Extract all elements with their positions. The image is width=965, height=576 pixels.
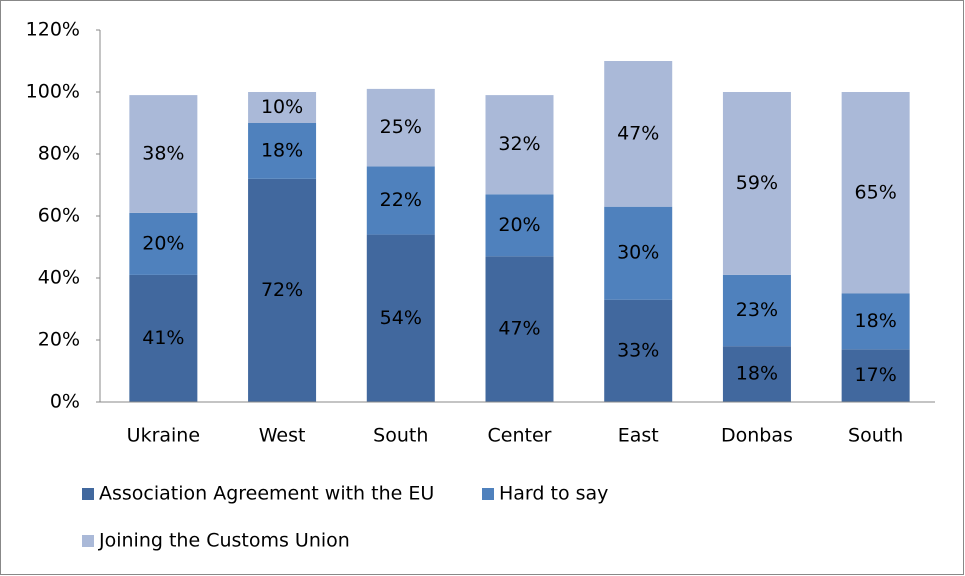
- bar-segment: [366, 166, 435, 235]
- bar-segment: [129, 212, 198, 275]
- legend-swatch: [82, 488, 94, 500]
- x-tick-label: Center: [488, 425, 552, 447]
- bar-segment: [129, 274, 198, 402]
- legend-label: Hard to say: [499, 483, 608, 505]
- data-label: 20%: [142, 232, 184, 254]
- bar-segment: [248, 123, 317, 179]
- data-label: 18%: [261, 139, 303, 161]
- data-label: 20%: [498, 214, 540, 236]
- data-label: 17%: [855, 364, 897, 386]
- bar-segment: [604, 299, 673, 402]
- bar-segment: [604, 206, 673, 300]
- bar-segment: [485, 194, 554, 257]
- y-tick-label: 40%: [38, 267, 80, 289]
- bar-segment: [248, 92, 317, 123]
- bar-segment: [722, 346, 791, 402]
- bar-segment: [841, 92, 910, 294]
- bar-segment: [129, 95, 198, 213]
- data-label: 65%: [855, 181, 897, 203]
- x-tick-label: East: [618, 425, 659, 447]
- bar-segment: [722, 92, 791, 275]
- data-label: 32%: [498, 133, 540, 155]
- x-tick-label: West: [259, 425, 306, 447]
- y-tick-label: 100%: [26, 81, 80, 103]
- data-label: 47%: [498, 318, 540, 340]
- legend-swatch: [482, 488, 494, 500]
- y-tick-label: 0%: [50, 391, 80, 413]
- data-label: 41%: [142, 327, 184, 349]
- legend-swatch: [82, 535, 94, 547]
- bar-segment: [366, 234, 435, 402]
- data-label: 59%: [736, 172, 778, 194]
- y-tick-label: 60%: [38, 205, 80, 227]
- legend-label: Joining the Customs Union: [98, 530, 350, 552]
- data-label: 25%: [380, 116, 422, 138]
- bar-segment: [841, 293, 910, 350]
- data-label: 22%: [380, 189, 422, 211]
- y-tick-label: 80%: [38, 143, 80, 165]
- bar-segment: [366, 88, 435, 167]
- data-label: 30%: [617, 242, 659, 264]
- bar-segment: [841, 349, 910, 402]
- x-tick-label: South: [373, 425, 428, 447]
- x-tick-label: Donbas: [721, 425, 793, 447]
- y-tick-label: 120%: [26, 19, 80, 41]
- y-tick-label: 20%: [38, 329, 80, 351]
- bar-segment: [485, 95, 554, 195]
- data-label: 54%: [380, 307, 422, 329]
- legend-label: Association Agreement with the EU: [99, 483, 434, 505]
- bar-segment: [485, 256, 554, 402]
- data-label: 38%: [142, 143, 184, 165]
- bar-segment: [604, 61, 673, 207]
- x-tick-label: South: [848, 425, 903, 447]
- data-label: 33%: [617, 339, 659, 361]
- data-label: 23%: [736, 299, 778, 321]
- bar-segment: [248, 178, 317, 402]
- data-label: 18%: [855, 310, 897, 332]
- data-label: 47%: [617, 122, 659, 144]
- data-label: 10%: [261, 96, 303, 118]
- bar-segment: [722, 274, 791, 347]
- data-label: 18%: [736, 363, 778, 385]
- x-tick-label: Ukraine: [127, 425, 200, 447]
- data-label: 72%: [261, 279, 303, 301]
